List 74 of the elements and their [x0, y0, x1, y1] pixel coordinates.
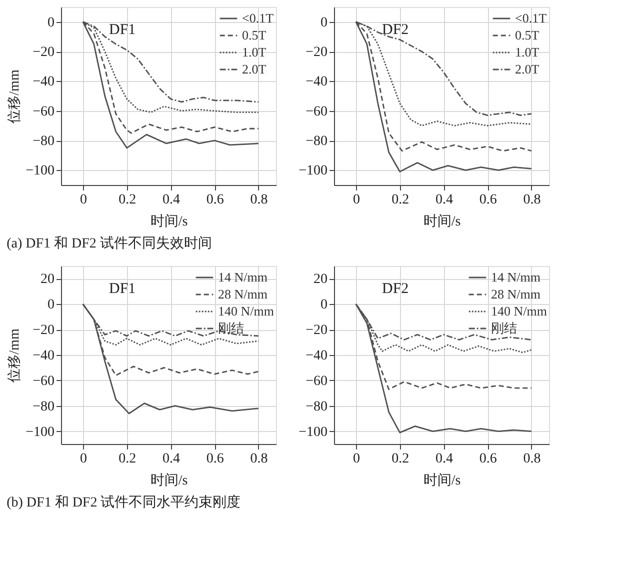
y-axis-title: 位移/mm	[6, 328, 23, 382]
legend-label: 0.5T	[242, 28, 266, 42]
x-tick-label: 0.2	[392, 192, 410, 208]
legend-label: 刚结	[218, 320, 244, 336]
legend-label: 0.5T	[515, 28, 540, 42]
x-tick-label: 0.2	[392, 452, 410, 466]
legend-label: 1.0T	[242, 44, 266, 60]
x-tick-label: 0	[80, 192, 87, 208]
y-tick-label: −100	[26, 424, 54, 440]
y-tick-label: −20	[32, 45, 54, 60]
x-tick-label: 0	[80, 452, 87, 466]
legend-label: 2.0T	[515, 62, 540, 76]
y-tick-label: −80	[306, 134, 328, 149]
y-tick-label: 20	[314, 272, 328, 288]
y-tick-label: −60	[32, 374, 54, 389]
y-tick-label: −20	[306, 323, 328, 338]
x-tick-label: 0.4	[162, 192, 180, 208]
y-tick-label: −40	[306, 74, 328, 90]
y-tick-label: −60	[306, 104, 328, 120]
x-tick-label: 0	[352, 452, 360, 466]
y-tick-label: 0	[320, 298, 328, 313]
y-tick-label: −100	[26, 164, 54, 179]
x-tick-label: 0.2	[118, 452, 136, 466]
x-axis-title: 时间/s	[423, 214, 461, 230]
y-tick-label: 0	[320, 15, 328, 30]
legend-label: 14 N/mm	[218, 270, 268, 284]
y-tick-label: −80	[32, 134, 54, 149]
legend-label: <0.1T	[242, 10, 274, 26]
x-tick-label: 0.6	[479, 192, 497, 208]
legend-label: 2.0T	[242, 62, 266, 76]
y-tick-label: −20	[32, 323, 54, 338]
y-tick-label: −40	[32, 74, 54, 90]
legend-label: 28 N/mm	[218, 286, 268, 302]
x-axis-title: 时间/s	[150, 472, 188, 488]
legend-label: 140 N/mm	[491, 304, 547, 318]
x-tick-label: 0.8	[250, 192, 268, 208]
y-tick-label: 0	[48, 15, 54, 30]
y-axis-title: 位移/mm	[6, 70, 23, 124]
x-tick-label: 0.8	[523, 452, 541, 466]
annotation: DF2	[382, 281, 409, 297]
text: (b) DF1 和 DF2 试件不同水平约束刚度	[6, 494, 241, 510]
x-tick-label: 0.4	[435, 452, 453, 466]
legend-label: 14 N/mm	[491, 270, 540, 284]
annotation: DF2	[382, 22, 409, 38]
legend-label: 28 N/mm	[491, 286, 540, 302]
x-tick-label: 0.8	[250, 452, 268, 466]
y-tick-label: −60	[306, 374, 328, 389]
y-tick-label: −100	[298, 164, 328, 179]
x-tick-label: 0	[352, 192, 360, 208]
y-tick-label: −80	[306, 399, 328, 414]
legend-label: 140 N/mm	[218, 304, 274, 318]
legend-label: 刚结	[491, 320, 517, 336]
y-tick-label: −60	[32, 104, 54, 120]
y-tick-label: 0	[48, 298, 54, 313]
x-tick-label: 0.8	[523, 192, 541, 208]
y-tick-label: −100	[298, 424, 328, 440]
y-tick-label: 20	[40, 272, 54, 288]
y-tick-label: −20	[306, 45, 328, 60]
x-tick-label: 0.2	[118, 192, 136, 208]
legend-label: 1.0T	[515, 44, 540, 60]
y-tick-label: −80	[32, 399, 54, 414]
x-tick-label: 0.6	[206, 452, 224, 466]
x-axis-title: 时间/s	[423, 472, 461, 488]
x-tick-label: 0.4	[162, 452, 180, 466]
annotation: DF1	[109, 22, 136, 38]
x-tick-label: 0.6	[479, 452, 497, 466]
x-tick-label: 0.6	[206, 192, 224, 208]
legend-label: <0.1T	[515, 10, 547, 26]
x-axis-title: 时间/s	[150, 214, 188, 230]
y-tick-label: −40	[306, 348, 328, 364]
text: (a) DF1 和 DF2 试件不同失效时间	[6, 236, 212, 252]
annotation: DF1	[109, 281, 136, 297]
x-tick-label: 0.4	[435, 192, 453, 208]
y-tick-label: −40	[32, 348, 54, 364]
